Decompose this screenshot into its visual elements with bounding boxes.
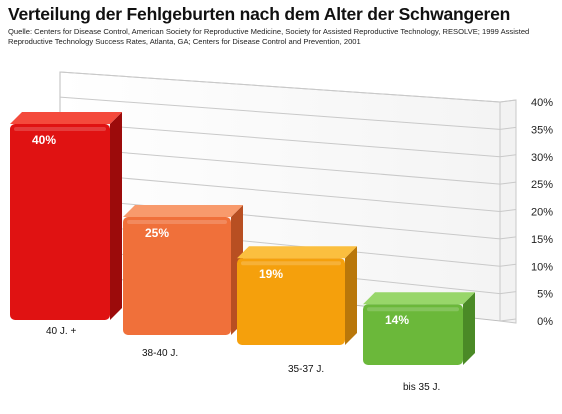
x-tick-label: 40 J. + bbox=[46, 326, 76, 337]
y-tick-label: 30% bbox=[531, 152, 553, 164]
bar-side-face bbox=[345, 246, 357, 345]
y-tick-label: 20% bbox=[531, 207, 553, 219]
y-tick-label: 0% bbox=[537, 316, 553, 328]
bar-front-face bbox=[123, 217, 231, 335]
grid-line-side bbox=[499, 154, 517, 158]
bars: 40% 25% 19% 14% bbox=[10, 112, 475, 365]
grid-line-side bbox=[499, 263, 517, 267]
bar-top-face bbox=[363, 292, 475, 305]
grid-line-side bbox=[499, 236, 517, 240]
x-tick-label: bis 35 J. bbox=[403, 382, 440, 393]
x-axis: 40 J. + 38-40 J. 35-37 J. bis 35 J. bbox=[46, 326, 440, 393]
bar-front-face bbox=[237, 258, 345, 345]
bar: 25% bbox=[123, 205, 243, 335]
y-tick-label: 15% bbox=[531, 234, 553, 246]
chart-title: Verteilung der Fehlgeburten nach dem Alt… bbox=[8, 4, 511, 24]
grid-line-side bbox=[499, 209, 517, 212]
bar-front-face bbox=[363, 304, 463, 365]
bar-value-label: 25% bbox=[145, 226, 169, 240]
grid-line-side bbox=[499, 291, 517, 295]
x-tick-label: 38-40 J. bbox=[142, 348, 178, 359]
x-tick-label: 35-37 J. bbox=[288, 364, 324, 375]
bar-value-label: 40% bbox=[32, 133, 56, 147]
grid-line bbox=[59, 71, 501, 103]
bar-side-face bbox=[110, 112, 122, 320]
bar: 19% bbox=[237, 246, 357, 345]
grid-line bbox=[59, 96, 501, 130]
grid-line-side bbox=[499, 99, 517, 103]
bar-highlight bbox=[14, 127, 106, 131]
bar: 40% bbox=[10, 112, 122, 320]
bar-highlight bbox=[367, 307, 459, 312]
grid-line-side bbox=[499, 126, 517, 130]
bar-highlight bbox=[241, 261, 341, 266]
grid-line-side bbox=[499, 181, 517, 185]
chart-source: Quelle: Centers for Disease Control, Ame… bbox=[8, 27, 530, 46]
y-tick-label: 25% bbox=[531, 179, 553, 191]
y-tick-label: 10% bbox=[531, 261, 553, 273]
bar-value-label: 19% bbox=[259, 267, 283, 281]
grid-line bbox=[59, 197, 501, 240]
bar: 14% bbox=[363, 292, 475, 365]
bar-side-face bbox=[463, 292, 475, 365]
grid-line-side bbox=[499, 318, 517, 322]
y-tick-label: 5% bbox=[537, 289, 553, 301]
grid-line bbox=[59, 172, 501, 212]
bar-value-label: 14% bbox=[385, 313, 409, 327]
bar-top-face bbox=[10, 112, 122, 124]
y-axis: 0% 5% 10% 15% 20% 25% 30% 35% 40% bbox=[531, 97, 553, 328]
bar-top-face bbox=[123, 205, 243, 217]
y-tick-label: 40% bbox=[531, 97, 553, 109]
grid-line bbox=[59, 146, 501, 185]
y-tick-label: 35% bbox=[531, 124, 553, 136]
bar-top-face bbox=[237, 246, 357, 259]
grid-line bbox=[59, 121, 501, 158]
bar-front-face bbox=[10, 124, 110, 320]
bar-highlight bbox=[127, 220, 227, 224]
